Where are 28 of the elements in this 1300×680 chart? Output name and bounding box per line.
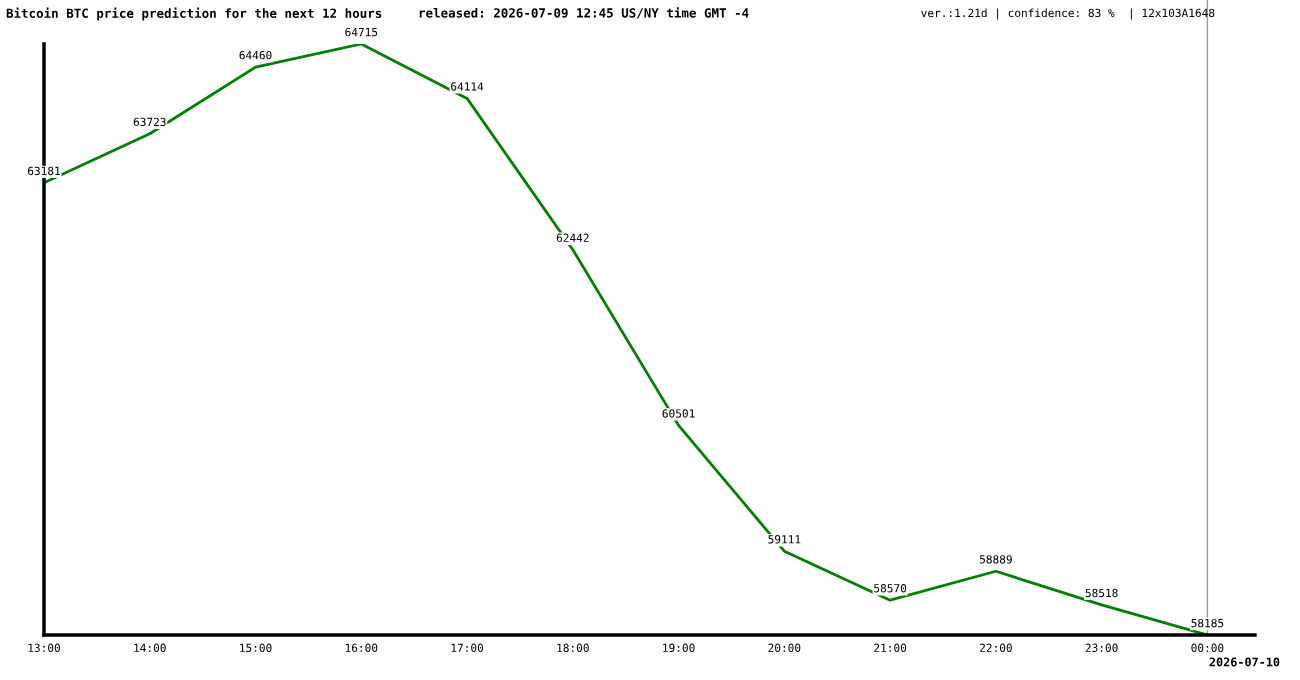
data-label: 64715 — [345, 27, 378, 37]
x-tick-label: 21:00 — [874, 643, 907, 652]
x-tick-label: 19:00 — [663, 643, 695, 652]
x-tick-label: 13:00 — [28, 643, 60, 652]
data-label: 58185 — [1191, 618, 1224, 628]
x-tick-label: 15:00 — [240, 643, 272, 652]
chart-title: Bitcoin BTC price prediction for the next 12 hours — [6, 7, 382, 21]
chart-subtitle: released: 2026-07-09 12:45 US/NY time GMT -4 — [419, 7, 749, 19]
data-label: 62442 — [556, 233, 589, 243]
data-label: 63723 — [133, 117, 166, 127]
x-tick-label: 23:00 — [1085, 643, 1118, 652]
data-label: 59111 — [768, 535, 801, 544]
x-tick-label: 18:00 — [557, 643, 589, 652]
data-label: 58889 — [979, 555, 1012, 564]
text: ver.:1.21d | confidence: 83 % | 12x103A1648 — [921, 8, 1215, 20]
text: 2026-07-10 — [1209, 657, 1280, 667]
data-label: 63181 — [28, 166, 60, 176]
data-label: 58570 — [874, 584, 907, 593]
data-label: 64114 — [451, 82, 484, 91]
data-label: 60501 — [662, 409, 695, 418]
x-tick-label: 20:00 — [768, 643, 801, 652]
x-tick-label: 14:00 — [134, 643, 166, 652]
x-tick-label: 00:00 — [1191, 643, 1224, 652]
data-label: 58518 — [1085, 588, 1118, 598]
x-tick-label: 16:00 — [345, 643, 378, 652]
x-tick-label: 17:00 — [451, 643, 484, 652]
x-tick-label: 22:00 — [979, 643, 1012, 652]
data-label: 64460 — [239, 50, 272, 60]
